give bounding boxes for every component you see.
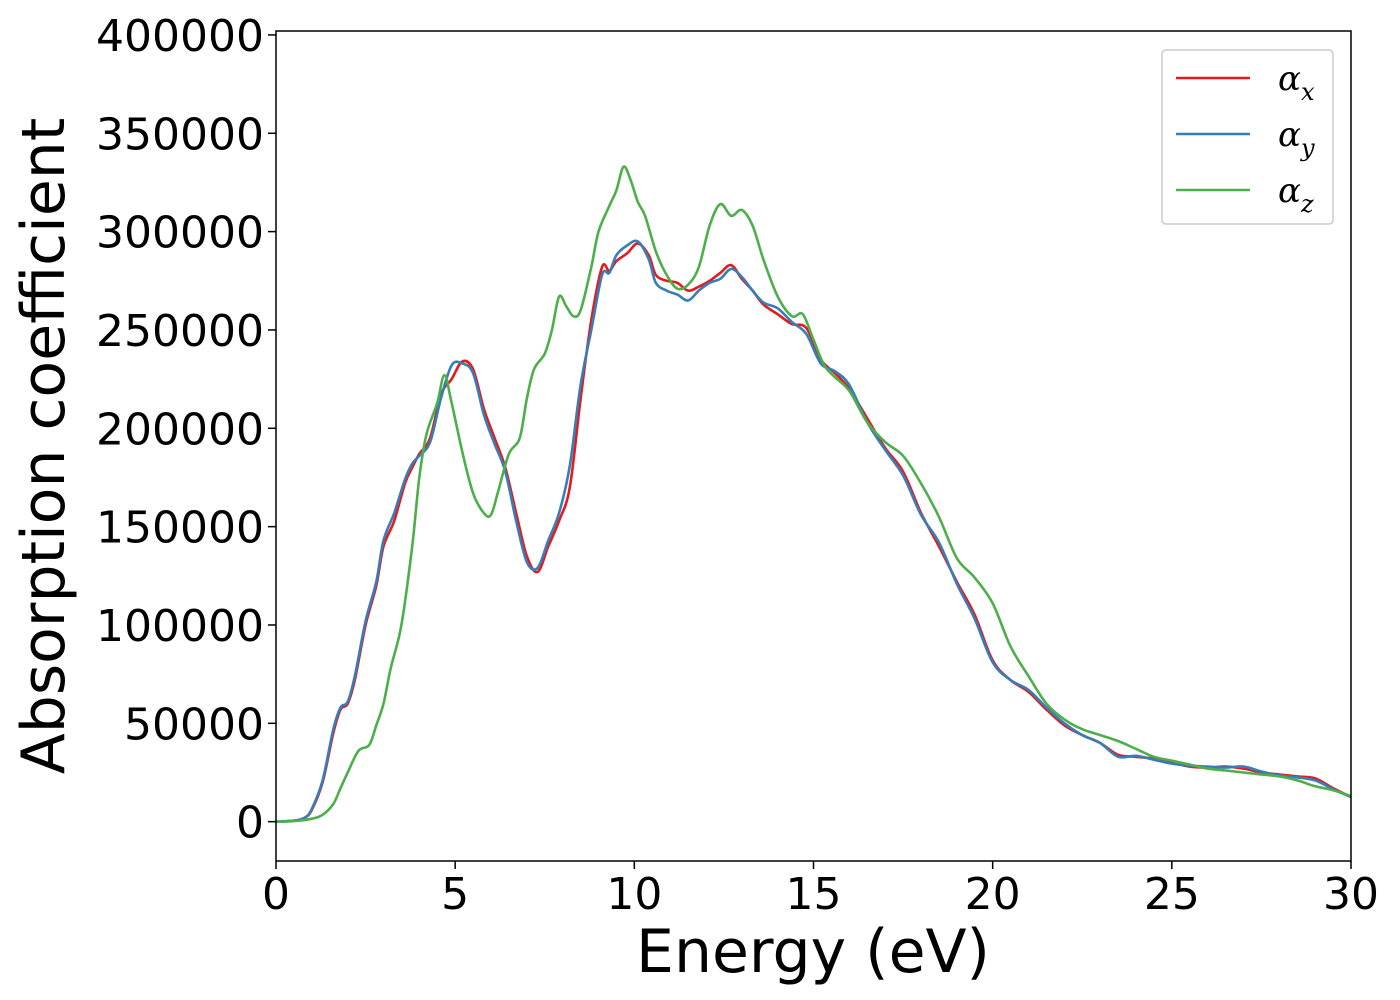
- y-axis-label: Absorption coefficient: [9, 118, 79, 775]
- legend-frame: [1161, 49, 1334, 225]
- legend-label: αz: [1278, 171, 1314, 218]
- y-tick-label: 250000: [96, 306, 264, 357]
- series-line-alpha-z: [276, 165, 1351, 823]
- y-tick-label: 350000: [96, 109, 264, 160]
- y-tick-label: 0: [236, 798, 264, 849]
- y-tick-label: 100000: [96, 601, 264, 652]
- y-tick-label: 150000: [96, 503, 264, 554]
- x-tick-label: 25: [1144, 869, 1200, 920]
- series-line-alpha-x: [276, 242, 1351, 823]
- x-tick-label: 15: [786, 869, 842, 920]
- legend-label: αx: [1278, 59, 1315, 106]
- y-tick-label: 50000: [124, 699, 264, 750]
- series-layer: [276, 165, 1351, 823]
- series-line-alpha-y: [276, 239, 1351, 823]
- x-tick-label: 30: [1323, 869, 1379, 920]
- legend-label: αy: [1278, 115, 1315, 162]
- y-tick-label: 200000: [96, 404, 264, 455]
- x-tick-label: 5: [441, 869, 469, 920]
- x-tick-label: 20: [965, 869, 1021, 920]
- y-axis: 0 50000 100000 150000 200000 250000 300000 3500…: [96, 11, 276, 849]
- x-tick-label: 0: [262, 869, 290, 920]
- legend: αx αy αz: [1161, 49, 1334, 225]
- x-axis: 0 5 10 15 20 25 30: [262, 861, 1379, 920]
- x-tick-label: 10: [606, 869, 662, 920]
- y-tick-label: 400000: [96, 11, 264, 62]
- x-axis-label: Energy (eV): [636, 917, 990, 987]
- y-tick-label: 300000: [96, 208, 264, 259]
